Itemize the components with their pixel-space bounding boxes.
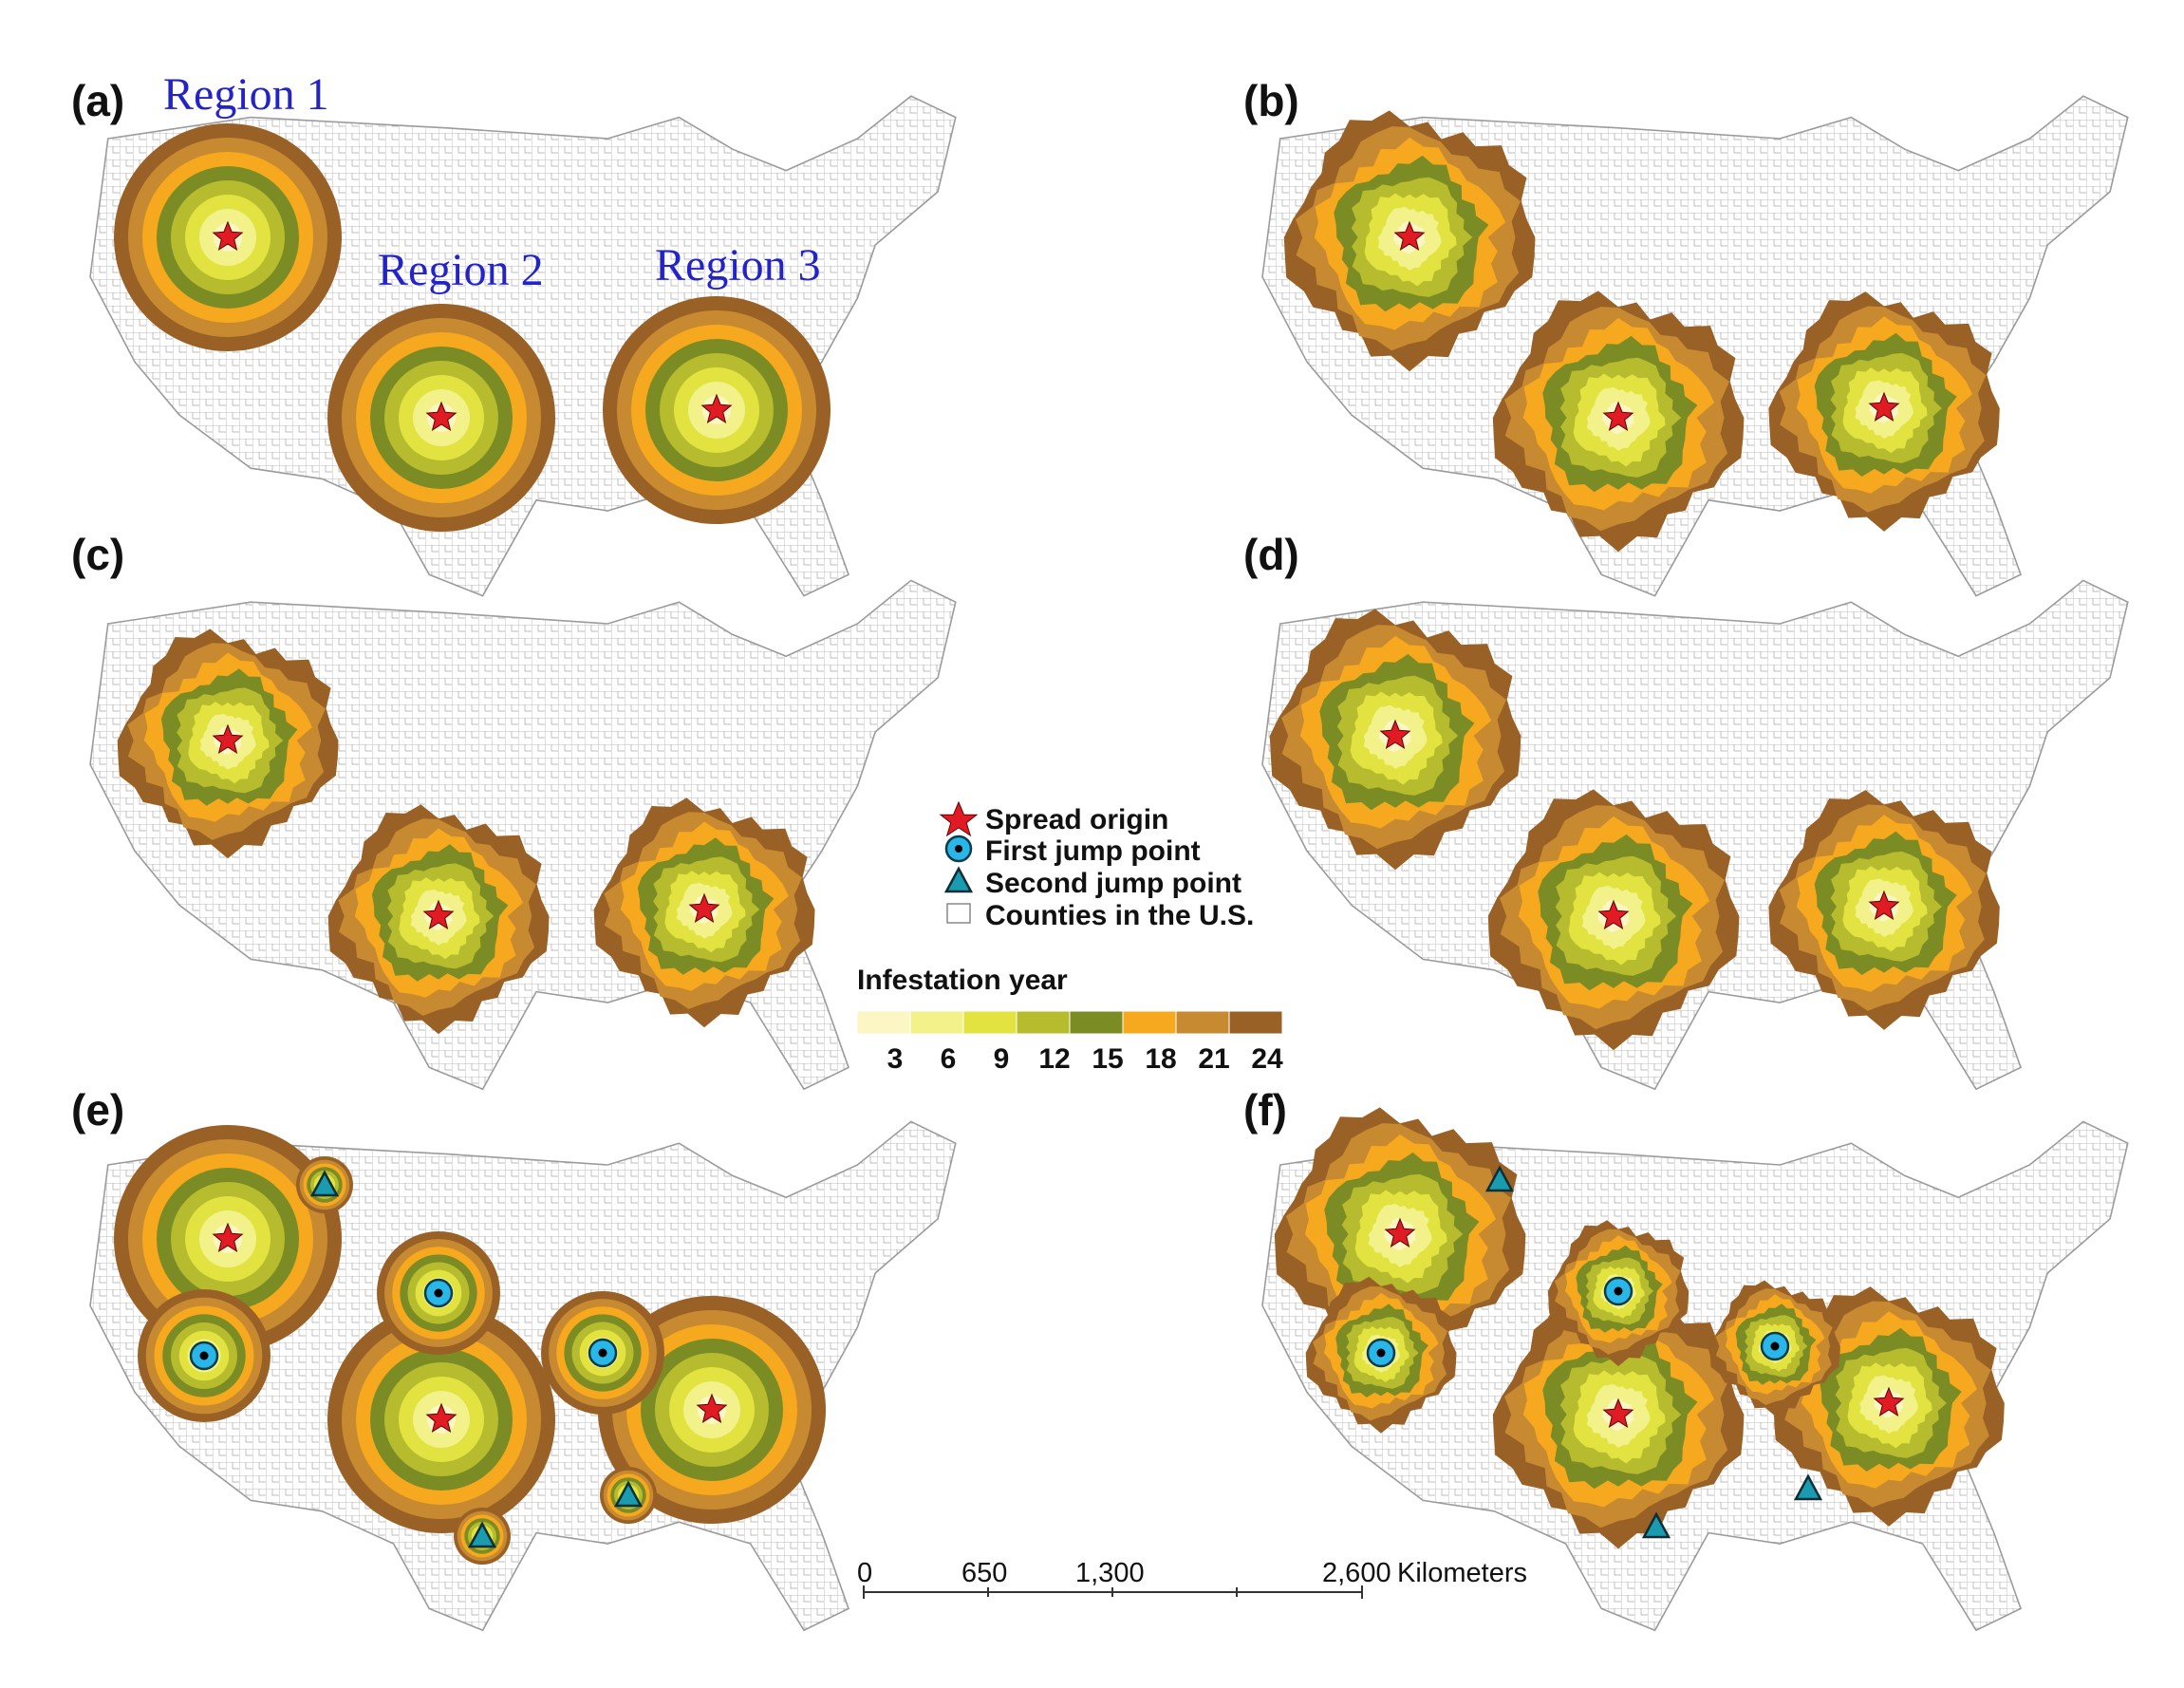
county-outline-icon <box>946 903 971 924</box>
second-jump-point-2 <box>467 1521 497 1548</box>
origin-star-9 <box>688 892 720 923</box>
panel-label-c: (c) <box>71 530 124 579</box>
legend-label-spread-origin: Spread origin <box>985 804 1168 835</box>
colorbar-tick-2: 6 <box>941 1043 957 1075</box>
first-jump-point-2-center <box>434 1288 443 1298</box>
colorbar-swatch-2 <box>909 1010 964 1035</box>
colorbar-tick-5: 15 <box>1092 1043 1123 1075</box>
markers <box>189 220 1905 1548</box>
colorbar-swatch-1 <box>856 1010 911 1035</box>
colorbar-tick-1: 3 <box>887 1043 904 1075</box>
panel-label-b: (b) <box>1243 76 1299 125</box>
colorbar-tick-6: 18 <box>1145 1043 1176 1075</box>
scale-label-2600: 2,600 <box>1322 1558 1391 1588</box>
colorbar-swatch-5 <box>1069 1010 1124 1035</box>
scale-label-650: 650 <box>961 1558 1007 1588</box>
origin-star-14 <box>425 1402 457 1433</box>
origin-star-8 <box>422 899 455 929</box>
origin-star-4 <box>1393 220 1426 251</box>
panel-label-a: (a) <box>71 76 124 125</box>
first-jump-point-4-center <box>1376 1348 1386 1358</box>
origin-star-17 <box>1602 1397 1634 1428</box>
colorbar-tick-3: 9 <box>994 1043 1010 1075</box>
second-jump-point-4 <box>1484 1165 1515 1192</box>
legend-label-counties: Counties in the U.S. <box>985 900 1254 931</box>
colorbar-tick-8: 24 <box>1251 1043 1283 1075</box>
colorbar-swatch-4 <box>1016 1010 1071 1035</box>
origin-star-18 <box>1873 1386 1905 1416</box>
origin-star-16 <box>1384 1217 1416 1247</box>
region-label-3: Region 3 <box>655 240 821 291</box>
triangle-icon <box>943 866 974 893</box>
second-jump-point-3 <box>613 1480 644 1508</box>
origin-star-11 <box>1597 899 1630 929</box>
origin-star-2 <box>425 401 457 431</box>
first-jump-point-5-center <box>1614 1286 1623 1296</box>
region-label-2: Region 2 <box>378 245 544 295</box>
scale-label-1300: 1,300 <box>1075 1558 1145 1588</box>
panel-label-e: (e) <box>71 1085 124 1135</box>
panel-c-region-3 <box>593 797 815 1028</box>
star-icon <box>939 800 979 837</box>
colorbar-swatch-6 <box>1122 1010 1177 1035</box>
legend-label-first-jump: First jump point <box>985 835 1201 867</box>
origin-star-7 <box>212 723 244 754</box>
colorbar-swatch-7 <box>1175 1010 1230 1035</box>
origin-star-3 <box>700 393 733 423</box>
legend-label-second-jump: Second jump point <box>985 868 1241 899</box>
origin-star-5 <box>1602 401 1634 431</box>
legend-item-counties: Counties in the U.S. <box>946 900 1254 931</box>
second-jump-point-1 <box>309 1170 340 1197</box>
region-label-1: Region 1 <box>163 69 329 120</box>
scale-label-0: 0 <box>857 1558 872 1588</box>
scale-unit: Kilometers <box>1397 1558 1527 1588</box>
first-jump-point-1-center <box>199 1351 209 1360</box>
second-jump-point-5 <box>1641 1511 1671 1539</box>
origin-star-10 <box>1379 719 1411 749</box>
colorbar: 3 6 9 12 15 18 21 24 <box>856 1010 1283 1075</box>
origin-star-12 <box>1868 890 1900 920</box>
legend-item-spread-origin: Spread origin <box>939 800 1168 837</box>
colorbar-tick-4: 12 <box>1038 1043 1070 1075</box>
colorbar-title: Infestation year <box>857 965 1068 996</box>
origin-star-15 <box>696 1393 728 1423</box>
scale-bar: 0 650 1,300 2,600 Kilometers <box>857 1558 1527 1599</box>
colorbar-swatch-3 <box>962 1010 1017 1035</box>
colorbar-tick-7: 21 <box>1198 1043 1229 1075</box>
legend-item-first-jump: First jump point <box>944 835 1201 867</box>
second-jump-point-6 <box>1793 1473 1823 1501</box>
panel-label-f: (f) <box>1243 1085 1287 1135</box>
legend: Spread origin First jump point Second ju… <box>856 800 1283 1075</box>
origin-star-6 <box>1868 391 1900 422</box>
first-jump-point-3-center <box>598 1348 607 1358</box>
first-jump-point-6-center <box>1770 1341 1780 1351</box>
origin-star-1 <box>212 220 244 251</box>
panel-label-d: (d) <box>1243 530 1299 579</box>
colorbar-swatch-8 <box>1228 1010 1283 1035</box>
legend-item-second-jump: Second jump point <box>943 866 1241 899</box>
origin-star-13 <box>212 1222 244 1252</box>
